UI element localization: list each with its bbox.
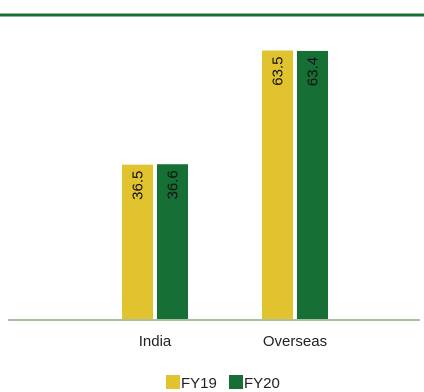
data-label-overseas-fy19: 63.5 [270,56,287,85]
category-labels: India Overseas [139,333,327,350]
bar-india-fy20 [157,164,188,319]
legend-swatch-fy20 [229,375,243,389]
x-tick-label-india: India [139,333,172,350]
bars-layer: 36.5 36.6 63.5 63.4 [122,50,328,320]
data-label-india-fy19: 36.5 [130,171,147,200]
bar-india-fy19 [122,164,153,319]
data-label-india-fy20: 36.6 [165,170,182,199]
x-tick-label-overseas: Overseas [263,333,327,350]
legend: FY19 FY20 [166,375,280,392]
bar-overseas-fy20 [297,50,328,320]
bar-overseas-fy19 [262,50,293,319]
legend-swatch-fy19 [166,375,180,389]
data-label-overseas-fy20: 63.4 [305,57,322,86]
legend-label-fy20: FY20 [244,375,280,392]
legend-label-fy19: FY19 [181,375,217,392]
